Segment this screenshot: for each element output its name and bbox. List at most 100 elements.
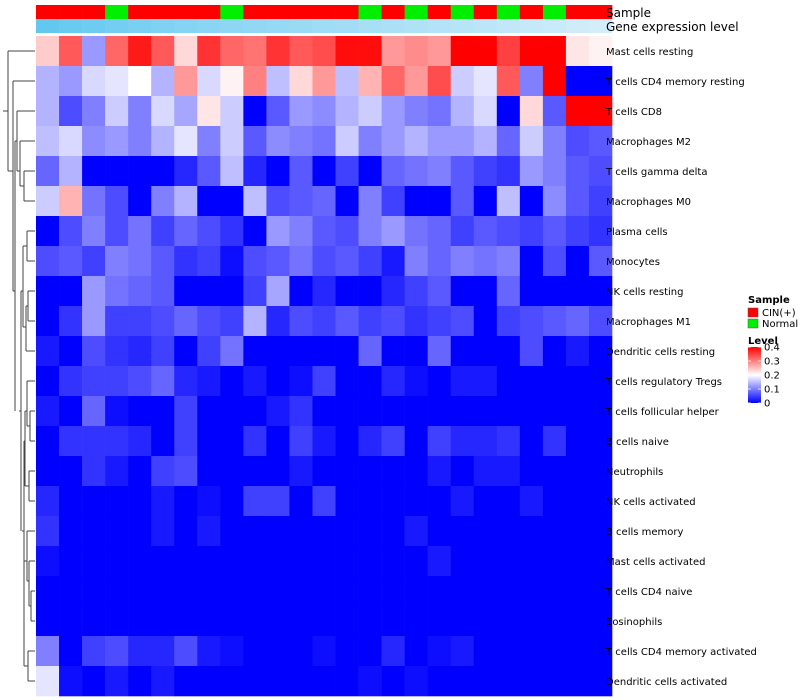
heatmap-cell: [450, 486, 475, 517]
heatmap-cell: [59, 546, 83, 577]
heatmap-cell: [473, 246, 498, 277]
heatmap-cell: [243, 516, 267, 547]
heatmap-cell: [289, 306, 313, 337]
heatmap-cell: [542, 366, 567, 397]
heatmap-cell: [312, 456, 336, 487]
heatmap-cell: [427, 276, 452, 307]
heatmap-cell: [266, 666, 290, 697]
heatmap-cell: [220, 36, 244, 67]
heatmap-cell: [473, 426, 498, 457]
heatmap-cell: [82, 186, 106, 217]
heatmap-cell: [289, 606, 313, 637]
heatmap-cell: [266, 366, 290, 397]
heatmap-cell: [174, 96, 198, 127]
row-label: Dendritic cells activated: [606, 677, 727, 688]
heatmap-cell: [174, 276, 198, 307]
expression-annotation-cell: [542, 19, 567, 33]
heatmap-cell: [542, 336, 567, 367]
heatmap-cell: [151, 306, 175, 337]
heatmap-cell: [473, 36, 498, 67]
heatmap-cell: [427, 636, 452, 667]
heatmap-cell: [105, 96, 129, 127]
heatmap-cell: [358, 516, 382, 547]
heatmap-cell: [174, 636, 198, 667]
heatmap-cell: [519, 486, 544, 517]
heatmap-cell: [59, 486, 83, 517]
heatmap-cell: [105, 606, 129, 637]
heatmap-cell: [312, 426, 336, 457]
heatmap-cell: [105, 516, 129, 547]
heatmap-cell: [335, 126, 359, 157]
sample-annotation-cell: [220, 5, 244, 19]
heatmap-cell: [588, 276, 613, 307]
heatmap-cell: [404, 96, 428, 127]
sample-annotation-cell: [59, 5, 83, 19]
heatmap-cell: [151, 36, 175, 67]
heatmap-cell: [450, 306, 475, 337]
heatmap-cell: [519, 156, 544, 187]
heatmap-cell: [565, 126, 590, 157]
heatmap-cell: [266, 606, 290, 637]
heatmap-cell: [404, 186, 428, 217]
heatmap-cell: [220, 366, 244, 397]
sample-annotation-cell: [289, 5, 313, 19]
heatmap-cell: [542, 486, 567, 517]
expression-annotation-cell: [197, 19, 221, 33]
sample-annotation-cell: [266, 5, 290, 19]
heatmap-cell: [450, 126, 475, 157]
heatmap-cell: [496, 186, 521, 217]
heatmap-cell: [335, 36, 359, 67]
sample-annotation-cell: [588, 5, 613, 19]
heatmap-cell: [404, 606, 428, 637]
heatmap-cell: [82, 156, 106, 187]
legend-level-ticks: 0.4 0.3 0.2 0.1 0: [748, 343, 780, 410]
row-label: Mast cells activated: [606, 557, 705, 568]
expression-annotation-cell: [335, 19, 359, 33]
heatmap-cell: [128, 426, 152, 457]
heatmap-cell: [36, 396, 60, 427]
heatmap-cell: [243, 396, 267, 427]
heatmap-cell: [243, 486, 267, 517]
heatmap-cell: [542, 156, 567, 187]
heatmap-cell: [404, 336, 428, 367]
heatmap-cell: [588, 126, 613, 157]
heatmap-cell: [36, 366, 60, 397]
row-label: NK cells activated: [606, 497, 696, 508]
heatmap-cell: [519, 126, 544, 157]
heatmap-cell: [473, 546, 498, 577]
heatmap-cell: [335, 426, 359, 457]
heatmap-cell: [565, 66, 590, 97]
heatmap-cell: [174, 216, 198, 247]
expression-annotation-cell: [266, 19, 290, 33]
heatmap-cell: [427, 126, 452, 157]
heatmap-cell: [565, 156, 590, 187]
heatmap-cell: [36, 216, 60, 247]
heatmap-cell: [266, 486, 290, 517]
heatmap-cell: [312, 606, 336, 637]
heatmap-cell: [220, 546, 244, 577]
row-label: Neutrophils: [606, 467, 663, 478]
heatmap-cell: [59, 216, 83, 247]
row-label: T cells gamma delta: [605, 167, 707, 178]
heatmap-cell: [565, 576, 590, 607]
heatmap-cell: [588, 576, 613, 607]
heatmap-cell: [289, 156, 313, 187]
heatmap-cell: [197, 126, 221, 157]
expression-annotation-cell: [496, 19, 521, 33]
heatmap-cell: [427, 426, 452, 457]
sample-annotation-cell: [243, 5, 267, 19]
heatmap-cell: [358, 96, 382, 127]
heatmap-cell: [197, 636, 221, 667]
heatmap-cell: [105, 546, 129, 577]
heatmap-cell: [128, 366, 152, 397]
legend-cin-swatch: [747, 307, 759, 318]
heatmap-cell: [565, 216, 590, 247]
heatmap-cell: [496, 336, 521, 367]
row-label: T cells CD4 memory resting: [605, 77, 745, 88]
heatmap-cell: [289, 456, 313, 487]
heatmap-cell: [289, 276, 313, 307]
expression-annotation-cell: [128, 19, 152, 33]
heatmap-cell: [36, 426, 60, 457]
heatmap-cell: [36, 66, 60, 97]
